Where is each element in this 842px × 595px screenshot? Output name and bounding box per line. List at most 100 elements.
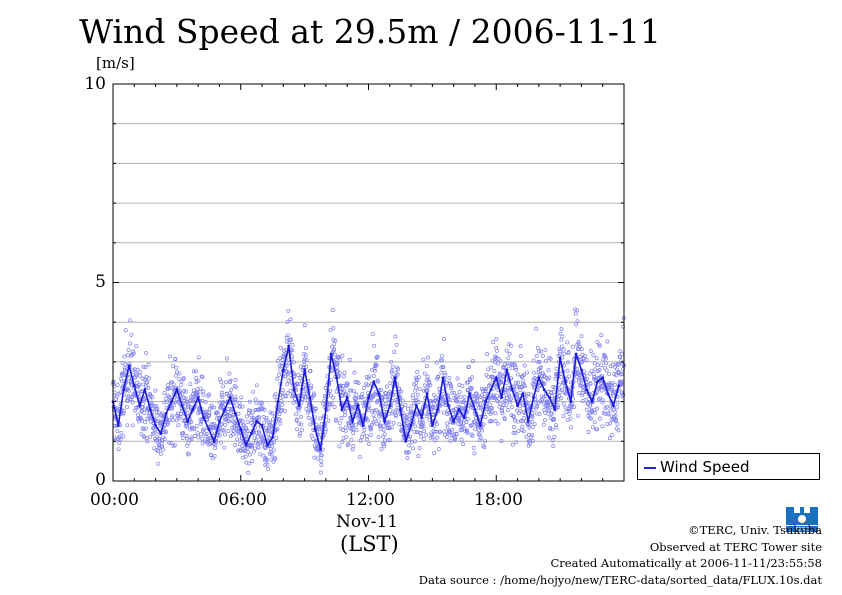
scatter-point: [148, 394, 153, 398]
scatter-point: [404, 419, 409, 423]
scatter-point: [354, 392, 359, 397]
scatter-point: [164, 430, 168, 435]
scatter-point: [561, 414, 566, 419]
scatter-point: [588, 349, 593, 354]
mean-point: [564, 380, 567, 384]
scatter-point: [332, 352, 337, 357]
scatter-point: [404, 450, 409, 455]
scatter-point: [133, 408, 137, 413]
scatter-point: [366, 408, 371, 413]
scatter-point: [454, 397, 459, 402]
scatter-point: [221, 384, 225, 389]
scatter-point: [482, 445, 487, 450]
scatter-point: [227, 371, 232, 376]
scatter-point: [528, 438, 533, 443]
scatter-point: [340, 440, 345, 444]
scatter-point: [405, 456, 410, 461]
scatter-point: [509, 405, 514, 410]
scatter-point: [511, 430, 516, 435]
scatter-point: [483, 439, 488, 444]
scatter-point: [459, 437, 464, 442]
scatter-point: [245, 428, 250, 433]
scatter-point: [548, 405, 553, 410]
scatter-point: [463, 428, 468, 433]
scatter-point: [579, 347, 584, 352]
scatter-point: [408, 434, 413, 439]
scatter-point: [568, 409, 572, 413]
scatter-point: [441, 337, 446, 342]
scatter-point: [241, 422, 245, 427]
scatter-point: [614, 426, 619, 431]
scatter-point: [602, 365, 607, 370]
scatter-point: [568, 416, 573, 421]
scatter-point: [181, 375, 186, 380]
scatter-point: [235, 437, 240, 442]
mean-point: [526, 420, 530, 423]
scatter-point: [148, 434, 153, 439]
scatter-point: [354, 427, 359, 432]
mean-point: [425, 392, 429, 396]
legend: Wind Speed: [637, 453, 820, 480]
scatter-point: [498, 372, 503, 377]
scatter-point: [507, 351, 512, 356]
scatter-point: [141, 364, 146, 369]
scatter-point: [597, 416, 602, 421]
mean-point: [569, 400, 573, 403]
scatter-point: [595, 406, 600, 411]
scatter-point: [504, 348, 509, 353]
scatter-point: [546, 389, 551, 394]
mean-point: [521, 392, 525, 396]
scatter-point: [400, 398, 405, 403]
scatter-point: [621, 392, 626, 397]
mean-point: [383, 420, 386, 423]
scatter-point: [382, 432, 387, 437]
scatter-point: [254, 383, 259, 388]
scatter-point: [250, 410, 255, 415]
legend-label: Wind Speed: [660, 458, 750, 476]
scatter-point: [413, 424, 418, 429]
scatter-point: [134, 371, 139, 376]
scatter-point: [198, 417, 203, 422]
scatter-point: [492, 395, 497, 400]
scatter-point: [296, 408, 301, 413]
scatter-point: [470, 359, 475, 364]
scatter-point: [527, 425, 532, 430]
scatter-point: [530, 415, 535, 419]
scatter-point: [289, 337, 294, 342]
scatter-point: [296, 372, 301, 377]
scatter-point: [562, 363, 567, 368]
scatter-point: [566, 350, 571, 355]
mean-point: [617, 384, 621, 388]
scatter-point: [452, 437, 457, 442]
scatter-point: [309, 433, 314, 438]
scatter-point: [268, 450, 273, 455]
scatter-point: [589, 416, 593, 421]
scatter-point: [441, 365, 446, 370]
scatter-point: [493, 419, 498, 424]
scatter-point: [252, 446, 257, 451]
scatter-point: [613, 414, 618, 419]
scatter-point: [489, 419, 494, 423]
scatter-point: [510, 442, 515, 447]
mean-point: [489, 388, 493, 392]
scatter-point: [147, 376, 151, 381]
scatter-point: [125, 405, 130, 410]
scatter-point: [206, 442, 211, 447]
scatter-point: [189, 394, 194, 399]
scatter-point: [538, 365, 543, 370]
scatter-point: [477, 433, 482, 438]
mean-point: [345, 396, 349, 399]
scatter-point: [453, 435, 458, 440]
scatter-point: [362, 397, 367, 402]
scatter-point: [604, 404, 609, 409]
scatter-point: [361, 385, 366, 390]
scatter-point: [261, 453, 266, 458]
scatter-point: [301, 394, 306, 398]
scatter-point: [547, 403, 552, 408]
scatter-point: [347, 357, 352, 362]
scatter-point: [494, 336, 499, 341]
scatter-point: [275, 358, 280, 363]
scatter-point: [615, 400, 620, 405]
scatter-point: [516, 380, 521, 385]
x-tick-label: 06:00: [218, 490, 267, 510]
